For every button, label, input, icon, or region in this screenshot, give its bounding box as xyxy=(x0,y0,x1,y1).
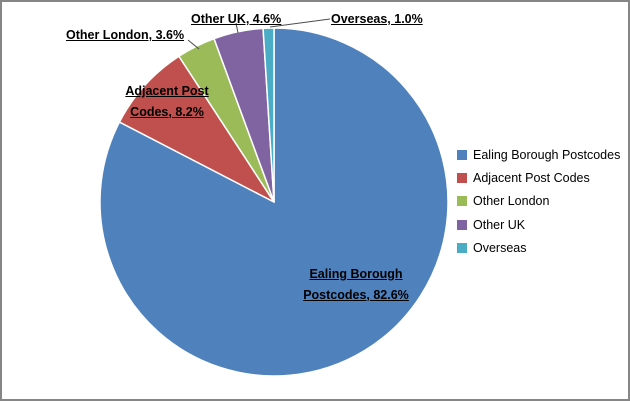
pie-slice-adjacent-post-codes xyxy=(118,55,275,203)
legend-item-other-london: Other London xyxy=(457,190,620,213)
data-label-other-uk: Other UK, 4.6% xyxy=(191,12,282,26)
data-label-other-london: Other London, 3.6% xyxy=(66,28,185,42)
leader-line-overseas xyxy=(269,18,331,28)
data-label-ealing-borough-postcodes: Ealing Borough Postcodes, 82.6% xyxy=(303,267,409,302)
legend-marker-other-uk-icon xyxy=(457,219,467,230)
legend: Ealing Borough Postcodes Adjacent Post C… xyxy=(457,143,620,259)
legend-marker-ealing-borough-postcodes-icon xyxy=(457,149,467,160)
legend-label-other-uk: Other UK xyxy=(473,217,526,232)
leader-line-other-london xyxy=(187,39,200,50)
legend-label-overseas: Overseas xyxy=(473,240,527,255)
data-label-overseas: Overseas, 1.0% xyxy=(331,12,423,26)
legend-item-ealing-borough-postcodes: Ealing Borough Postcodes xyxy=(457,143,620,166)
pie-slice-overseas xyxy=(262,27,275,203)
leader-line-other-uk xyxy=(235,22,239,34)
legend-marker-overseas-icon xyxy=(457,242,467,253)
legend-item-adjacent-post-codes: Adjacent Post Codes xyxy=(457,166,620,189)
legend-item-overseas: Overseas xyxy=(457,236,620,259)
legend-marker-other-london-icon xyxy=(457,196,467,207)
legend-label-other-london: Other London xyxy=(473,194,550,209)
legend-label-ealing-borough-postcodes: Ealing Borough Postcodes xyxy=(473,147,621,162)
legend-label-adjacent-post-codes: Adjacent Post Codes xyxy=(473,170,590,185)
legend-item-other-uk: Other UK xyxy=(457,213,620,236)
data-label-adjacent-post-codes: Adjacent Post Codes, 8.2% xyxy=(125,84,209,119)
legend-marker-adjacent-post-codes-icon xyxy=(457,172,467,183)
